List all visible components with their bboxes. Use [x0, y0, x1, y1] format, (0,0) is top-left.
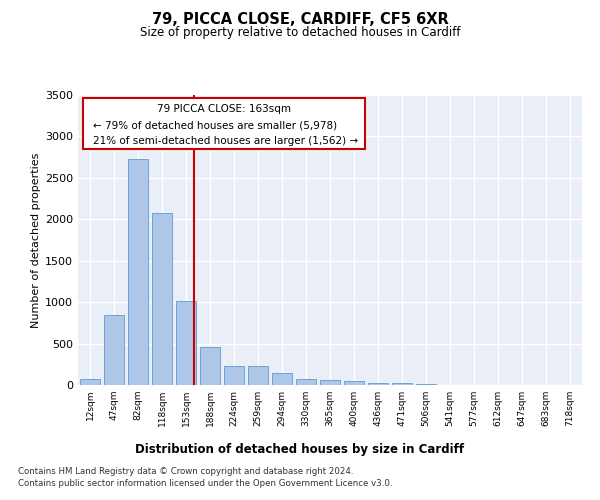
Text: ← 79% of detached houses are smaller (5,978): ← 79% of detached houses are smaller (5,…: [93, 121, 337, 131]
Y-axis label: Number of detached properties: Number of detached properties: [31, 152, 41, 328]
FancyBboxPatch shape: [83, 98, 365, 148]
Text: Contains public sector information licensed under the Open Government Licence v3: Contains public sector information licen…: [18, 479, 392, 488]
Bar: [296, 379, 316, 385]
Bar: [200, 347, 220, 385]
Bar: [224, 366, 244, 385]
Bar: [416, 384, 436, 385]
Bar: [176, 302, 196, 385]
Text: Distribution of detached houses by size in Cardiff: Distribution of detached houses by size …: [136, 442, 464, 456]
Bar: [104, 314, 124, 385]
Bar: [272, 374, 292, 385]
Bar: [344, 382, 364, 385]
Bar: [368, 383, 388, 385]
Text: 21% of semi-detached houses are larger (1,562) →: 21% of semi-detached houses are larger (…: [93, 136, 358, 146]
Text: Contains HM Land Registry data © Crown copyright and database right 2024.: Contains HM Land Registry data © Crown c…: [18, 468, 353, 476]
Bar: [392, 384, 412, 385]
Text: 79, PICCA CLOSE, CARDIFF, CF5 6XR: 79, PICCA CLOSE, CARDIFF, CF5 6XR: [152, 12, 448, 28]
Bar: [128, 159, 148, 385]
Bar: [80, 379, 100, 385]
Text: Size of property relative to detached houses in Cardiff: Size of property relative to detached ho…: [140, 26, 460, 39]
Bar: [320, 380, 340, 385]
Bar: [152, 214, 172, 385]
Bar: [248, 366, 268, 385]
Text: 79 PICCA CLOSE: 163sqm: 79 PICCA CLOSE: 163sqm: [157, 104, 291, 114]
